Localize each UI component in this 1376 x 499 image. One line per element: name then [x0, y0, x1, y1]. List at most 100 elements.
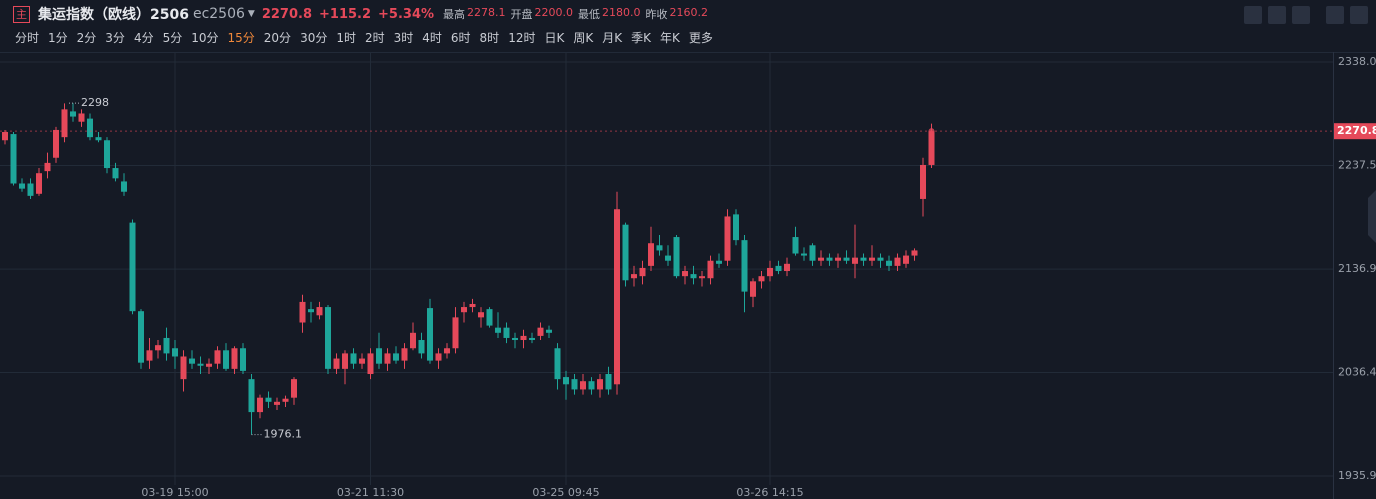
stat-value: 2180.0: [602, 6, 641, 19]
y-tick-label: 2338.0: [1338, 55, 1376, 68]
candle-body: [571, 379, 578, 390]
candle-body: [316, 307, 323, 316]
period-tab[interactable]: 日K: [544, 31, 565, 45]
last-price-label: 2270.8: [1337, 124, 1376, 137]
close-button[interactable]: [1350, 6, 1368, 24]
candle-body: [682, 271, 688, 277]
x-tick-label: 03-21 11:30: [337, 486, 404, 499]
candle-body: [784, 263, 790, 272]
candle-body: [699, 276, 705, 279]
candle-body: [809, 245, 816, 261]
candle-body: [333, 358, 340, 369]
candle-body: [384, 353, 391, 364]
candle-body: [121, 181, 127, 192]
candle-body: [852, 257, 858, 264]
period-tab[interactable]: 20分: [263, 31, 292, 45]
period-tab[interactable]: 周K: [573, 31, 594, 45]
candle-body: [206, 363, 212, 367]
candle-body: [359, 358, 365, 364]
candle-body: [282, 398, 289, 402]
candle-body: [648, 243, 654, 266]
period-tab[interactable]: 8时: [479, 31, 500, 45]
period-tab[interactable]: 10分: [191, 31, 219, 45]
candle-body: [665, 255, 671, 261]
period-tab[interactable]: 1分: [48, 31, 68, 45]
header: 主 集运指数（欧线）2506 ec2506 ▼ 2270.8 +115.2 +5…: [0, 0, 1376, 28]
candle-body: [750, 281, 756, 297]
price: 2270.8: [261, 6, 313, 22]
candle-body: [44, 162, 51, 172]
period-tab[interactable]: 15分: [227, 31, 255, 45]
candle-body: [520, 335, 527, 341]
candle-body: [146, 350, 153, 361]
code[interactable]: ec2506: [192, 6, 245, 22]
candle-body: [214, 350, 221, 364]
candle-body: [580, 381, 586, 390]
min-label: 1976.1: [264, 428, 303, 441]
candle-body: [554, 348, 561, 380]
candle-body: [563, 377, 569, 385]
period-tab[interactable]: 12时: [508, 31, 536, 45]
period-tab[interactable]: 3分: [105, 31, 125, 45]
stat-label: 昨收: [645, 8, 668, 21]
candle-body: [274, 401, 280, 405]
candle-body: [503, 327, 510, 338]
candle-body: [639, 267, 646, 277]
candle-body: [418, 340, 425, 354]
y-tick-label: 2136.9: [1338, 262, 1376, 275]
stats: 最高 2278.1 开盘 2200.0 最低 2180.0 昨收 2160.2: [438, 6, 708, 22]
candle-body: [605, 373, 612, 390]
period-tab[interactable]: 2时: [364, 31, 385, 45]
period-tab[interactable]: 分时: [15, 31, 40, 45]
dropdown-arrow[interactable]: ▼: [247, 9, 255, 19]
candle-body: [546, 329, 552, 333]
period-tab[interactable]: 月K: [602, 31, 623, 45]
candle-body: [741, 240, 748, 292]
stat-label: 开盘: [510, 8, 533, 21]
candle-body: [588, 381, 595, 390]
candle-body: [78, 113, 85, 122]
period-tab[interactable]: 3时: [393, 31, 414, 45]
period-tab[interactable]: 1时: [336, 31, 356, 45]
candle-body: [716, 260, 722, 264]
x-tick-label: 03-26 14:15: [736, 486, 803, 499]
tool-button[interactable]: [1244, 6, 1262, 24]
candle-body: [869, 257, 875, 261]
candle-body: [903, 255, 909, 264]
candle-body: [461, 307, 467, 313]
tool-button[interactable]: [1292, 6, 1310, 24]
period-tab[interactable]: 4时: [422, 31, 442, 45]
period-tab[interactable]: 30分: [300, 31, 328, 45]
candle-body: [894, 257, 901, 266]
candle-body: [19, 183, 25, 189]
candle-body: [435, 353, 442, 361]
period-tab[interactable]: 更多: [688, 31, 713, 45]
candle-body: [155, 345, 161, 351]
tool-button[interactable]: [1268, 6, 1286, 24]
candle-body: [401, 348, 408, 361]
candle-body: [104, 140, 110, 169]
period-tab[interactable]: 2分: [76, 31, 97, 45]
period-tab[interactable]: 年K: [659, 31, 680, 45]
candle-body: [656, 245, 663, 251]
period-tab[interactable]: 4分: [133, 31, 154, 45]
candle-body: [308, 309, 314, 313]
x-tick-label: 03-25 09:45: [532, 486, 599, 499]
period-tab[interactable]: 6时: [450, 31, 471, 45]
candle-body: [495, 327, 501, 333]
period-tab[interactable]: 5分: [162, 31, 183, 45]
side-handle[interactable]: [1368, 190, 1376, 243]
candle-body: [393, 353, 399, 361]
period-tab[interactable]: 季K: [631, 31, 651, 45]
candle-body: [291, 379, 297, 398]
candle-body: [724, 216, 731, 261]
candle-body: [758, 276, 765, 282]
candle-body: [818, 257, 824, 261]
last-price-box: [1334, 123, 1376, 140]
candle-body: [673, 237, 680, 277]
candle-body: [886, 260, 892, 266]
tool-button[interactable]: [1326, 6, 1344, 24]
candle-body: [265, 397, 272, 402]
candle-body: [70, 111, 76, 117]
candle-body: [622, 224, 629, 281]
